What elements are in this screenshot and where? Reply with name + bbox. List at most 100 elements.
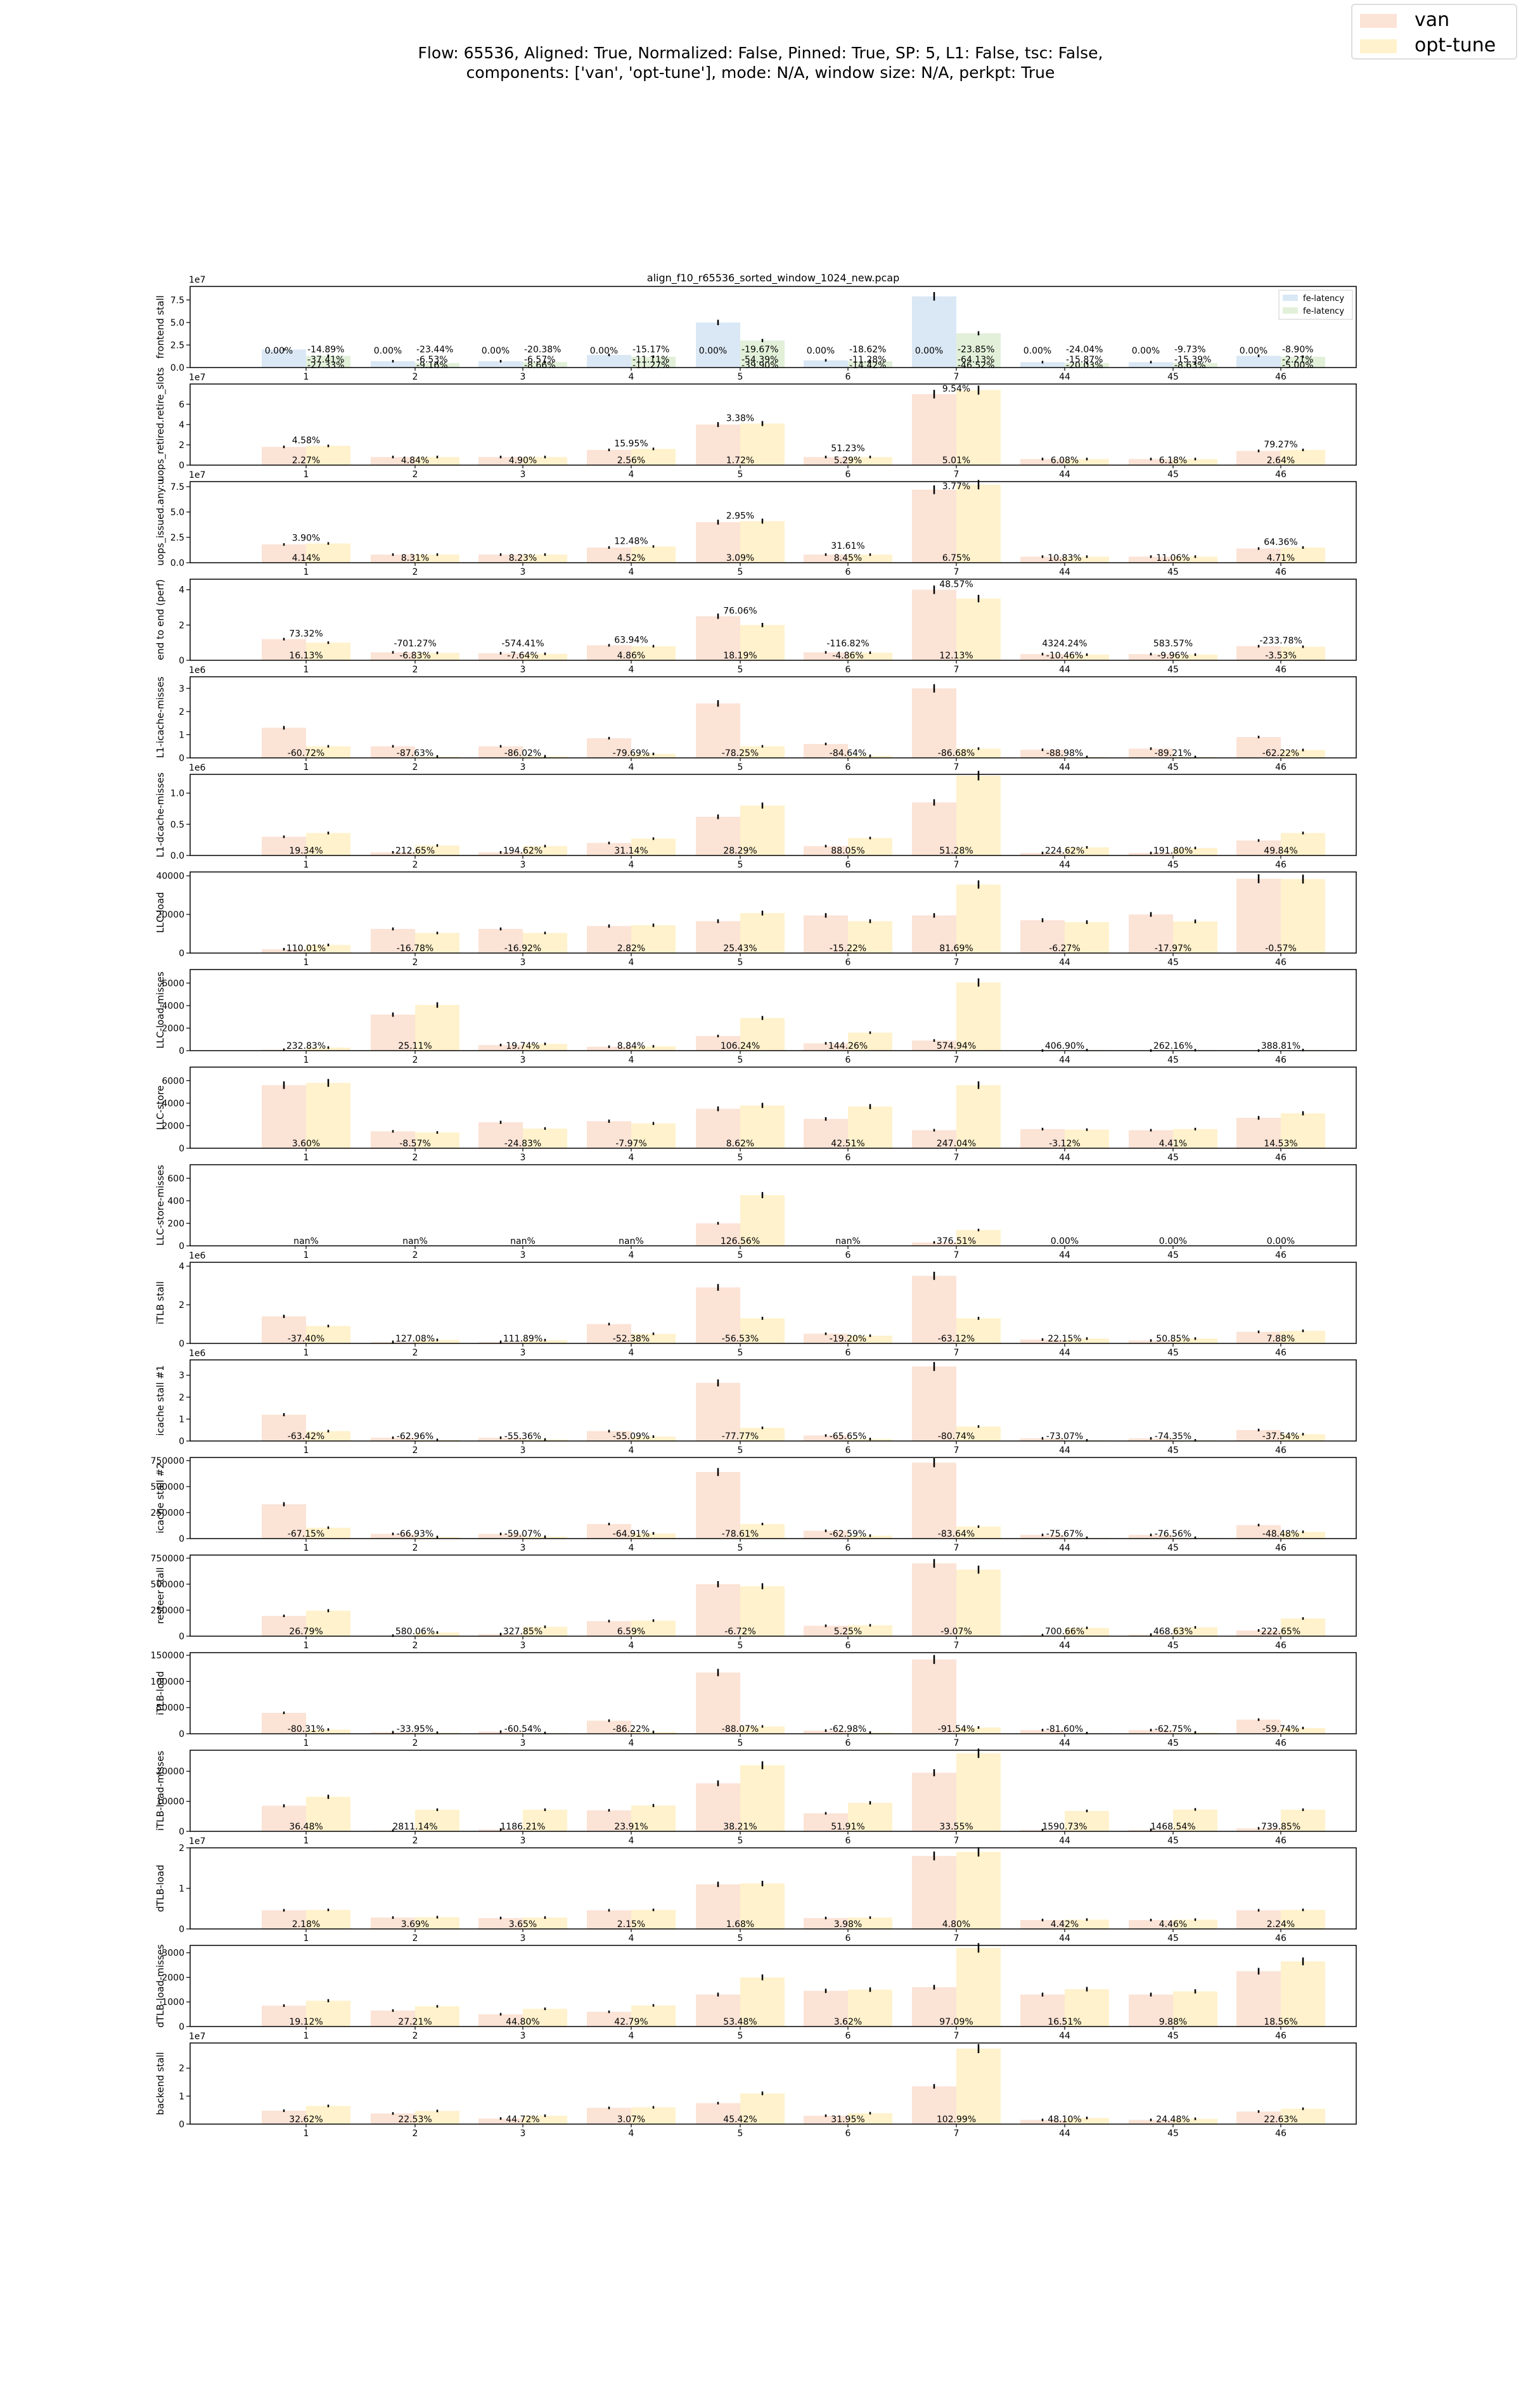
bar-van-7 (912, 1463, 956, 1539)
bar-opt-tune-6 (848, 1989, 892, 2027)
x-tick-label: 46 (1275, 1836, 1287, 1846)
percent-change-label: nan% (835, 1236, 861, 1246)
x-tick-label: 4 (629, 567, 634, 577)
x-tick-label: 46 (1275, 567, 1287, 577)
bar-van-5 (696, 1994, 740, 2027)
x-tick-label: 4 (629, 860, 634, 870)
frontend-opt-pct-3: -5.00% (1282, 361, 1314, 371)
bar-opt-tune-44 (1065, 1129, 1109, 1148)
percent-change-label: -24.83% (504, 1139, 541, 1149)
figure-title: Flow: 65536, Aligned: True, Normalized: … (0, 43, 1521, 82)
axis-scale-label: 1e7 (189, 1836, 205, 1847)
x-tick-label: 6 (845, 665, 851, 675)
percent-change-label: 110.01% (286, 944, 326, 954)
bar-opt-tune-4 (631, 1046, 676, 1051)
x-tick-label: 46 (1275, 1250, 1287, 1260)
x-tick-label: 46 (1275, 372, 1287, 382)
bar-van-7 (912, 296, 956, 368)
x-tick-label: 44 (1059, 762, 1070, 772)
x-tick-label: 5 (738, 1933, 743, 1944)
y-tick-label: 0 (179, 1339, 184, 1349)
percent-change-label: -86.02% (504, 748, 541, 759)
percent-change-label: 5.29% (834, 456, 862, 466)
percent-change-label: -91.54% (938, 1724, 975, 1734)
bar-opt-tune-6 (848, 838, 892, 855)
percent-change-label-upper: 3.90% (292, 534, 320, 544)
percent-change-label: 127.08% (395, 1334, 435, 1344)
bar-opt-tune-2 (415, 845, 459, 855)
x-tick-label: 5 (738, 2031, 743, 2041)
bar-van-2 (371, 1015, 415, 1051)
bar-opt-tune-6 (848, 1918, 892, 1929)
percent-change-label: 5.25% (834, 1627, 862, 1637)
percent-change-label: 49.84% (1264, 846, 1297, 856)
bar-opt-tune-46 (1281, 1809, 1325, 1831)
percent-change-label: -62.22% (1262, 748, 1299, 759)
y-tick-label: 4 (179, 420, 184, 430)
bar-van-6 (804, 1530, 848, 1539)
percent-change-label: 19.34% (289, 846, 323, 856)
bar-van-5 (696, 522, 740, 563)
y-tick-label: 750000 (151, 1554, 184, 1564)
x-tick-label: 2 (413, 665, 418, 675)
x-tick-label: 1 (304, 665, 309, 675)
subplot-frame (189, 871, 1357, 954)
bar-van-46 (1236, 1331, 1281, 1343)
subplot-legend-swatch-1 (1283, 295, 1298, 301)
y-axis-label: resteer stall (155, 1567, 166, 1623)
y-tick-label: 3 (179, 1371, 184, 1381)
y-axis-label: dTLB-load (155, 1865, 166, 1912)
bar-van-4 (587, 645, 631, 660)
bar-van-2 (371, 1534, 415, 1539)
bar-opt-tune-45 (1173, 848, 1217, 855)
x-tick-label: 4 (629, 2129, 634, 2139)
bar-opt-tune-4 (631, 1805, 676, 1831)
bar-van-4 (587, 2108, 631, 2124)
bar-van-46 (1236, 1971, 1281, 2027)
bar-van-7 (912, 1659, 956, 1734)
bar-opt-tune-5 (740, 1883, 785, 1929)
percent-change-label: -76.56% (1155, 1529, 1191, 1539)
bar-van-7 (912, 688, 956, 758)
bar-van-4 (587, 355, 631, 368)
percent-change-label-upper: 76.06% (723, 606, 757, 616)
y-tick-label: 2 (179, 1843, 184, 1854)
x-tick-label: 46 (1275, 1153, 1287, 1163)
bar-van-5 (696, 1383, 740, 1441)
x-tick-label: 46 (1275, 2129, 1287, 2139)
frontend-van-pct: 0.00% (482, 346, 510, 356)
bar-opt-tune-46 (1281, 833, 1325, 855)
percent-change-label: 97.09% (939, 2017, 973, 2027)
y-tick-label: 100000 (151, 1677, 184, 1687)
frontend-opt-pct-1: -23.44% (416, 345, 453, 355)
percent-change-label: 27.21% (398, 2017, 432, 2027)
bar-opt-tune-7 (956, 1085, 1001, 1148)
percent-change-label: 388.81% (1261, 1041, 1300, 1051)
percent-change-label: 38.21% (723, 1822, 757, 1832)
y-tick-label: 750000 (151, 1456, 184, 1466)
bar-opt-tune-45 (1173, 1627, 1217, 1636)
percent-change-label: 8.45% (834, 553, 862, 563)
x-tick-label: 4 (629, 1933, 634, 1944)
percent-change-label: 4.84% (401, 456, 429, 466)
bar-van-44 (1020, 556, 1065, 563)
bar-opt-tune-4 (631, 753, 676, 758)
x-tick-label: 6 (845, 1250, 851, 1260)
bar-opt-tune-46 (1281, 1331, 1325, 1343)
bar-van-44 (1020, 750, 1065, 758)
percent-change-label: 2.82% (617, 944, 645, 954)
bar-van-45 (1129, 1730, 1173, 1734)
bar-opt-tune-46 (1281, 450, 1325, 465)
percent-change-label: nan% (293, 1236, 319, 1246)
x-tick-label: 44 (1059, 1348, 1070, 1358)
subplot-frame (189, 1164, 1357, 1246)
percent-change-label: 1186.21% (500, 1822, 545, 1832)
x-tick-label: 2 (413, 372, 418, 382)
frontend-opt-pct-3: -27.33% (307, 361, 344, 371)
percent-change-label: 327.85% (503, 1627, 542, 1637)
y-tick-label: 500000 (151, 1580, 184, 1590)
x-tick-label: 5 (738, 1348, 743, 1358)
